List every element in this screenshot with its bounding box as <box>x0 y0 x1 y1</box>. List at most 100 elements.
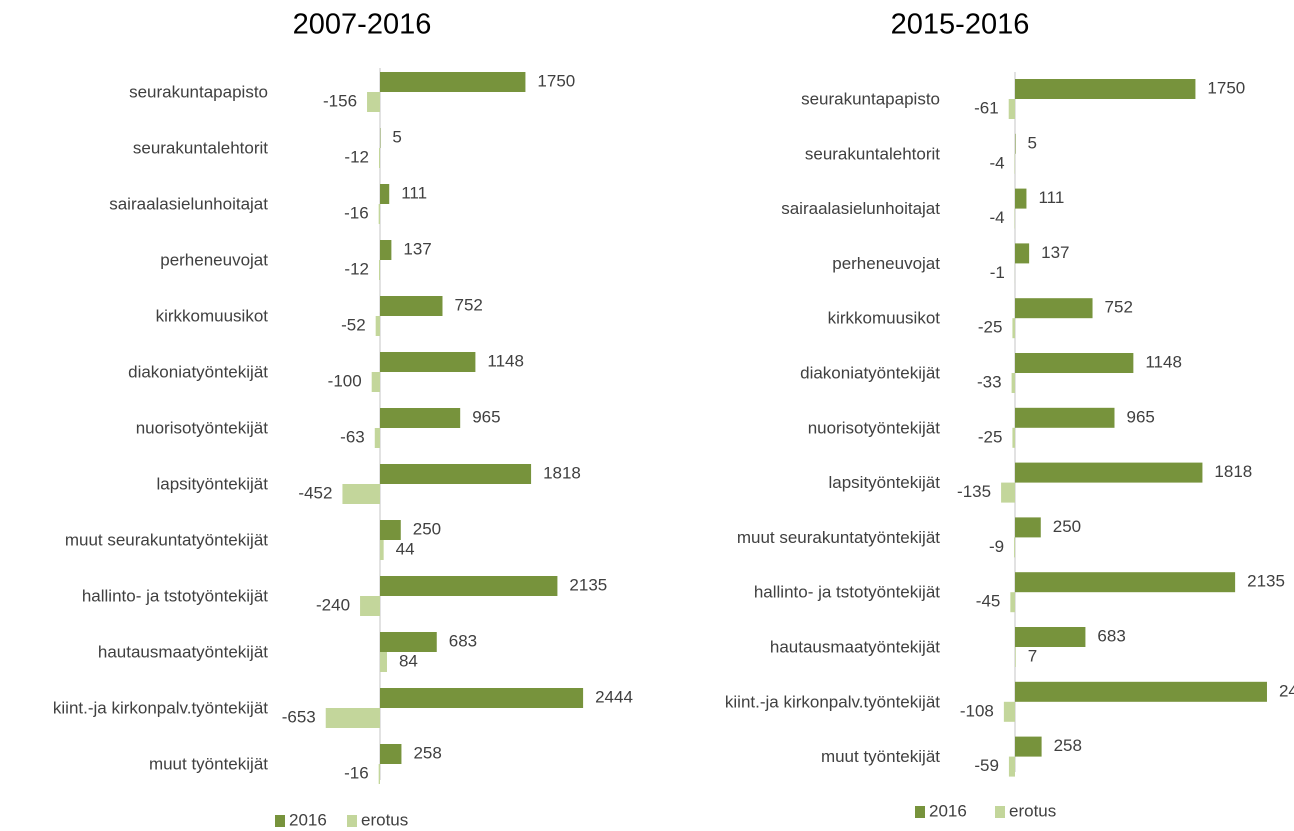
legend-swatch <box>275 815 285 827</box>
category-label: sairaalasielunhoitajat <box>109 194 268 213</box>
category-label: nuorisotyöntekijät <box>136 418 269 437</box>
category-label: lapsityöntekijät <box>828 473 940 492</box>
value-label: -63 <box>340 427 365 446</box>
bar <box>380 652 387 672</box>
value-label: -25 <box>978 427 1003 446</box>
value-label: 683 <box>449 631 477 650</box>
bar <box>380 352 476 372</box>
bar <box>1003 701 1015 722</box>
category-label: kirkkomuusikot <box>828 309 941 328</box>
bar <box>379 148 380 168</box>
bar <box>380 184 390 204</box>
bar <box>380 408 461 428</box>
value-label: 1148 <box>487 351 524 370</box>
category-label: kiint.-ja kirkonpalv.työntekijät <box>53 698 268 717</box>
bar <box>1015 647 1016 667</box>
bar <box>379 260 380 280</box>
bar <box>1015 133 1016 154</box>
bar <box>1015 407 1115 428</box>
value-label: 137 <box>1041 243 1069 262</box>
value-label: 5 <box>1028 133 1037 152</box>
value-label: 1750 <box>537 71 575 90</box>
value-label: 250 <box>413 519 441 538</box>
value-label: -452 <box>298 483 332 502</box>
legend-label: erotus <box>361 810 408 829</box>
value-label: -108 <box>960 701 994 720</box>
value-label: 965 <box>1126 407 1154 426</box>
bar <box>380 520 401 540</box>
bar <box>1010 592 1015 613</box>
legend-label: 2016 <box>929 801 967 820</box>
value-label: -16 <box>344 763 369 782</box>
bar <box>378 204 380 224</box>
bar <box>380 464 532 484</box>
category-label: diakoniatyöntekijät <box>800 363 940 382</box>
value-label: 7 <box>1028 646 1037 665</box>
value-label: 258 <box>1054 736 1082 755</box>
value-label: 683 <box>1097 626 1125 645</box>
category-label: perheneuvojat <box>160 250 268 269</box>
legend-label: erotus <box>1009 801 1056 820</box>
value-label: -156 <box>323 91 357 110</box>
category-label: seurakuntapapisto <box>129 82 268 101</box>
bar <box>367 92 380 112</box>
bar <box>380 240 392 260</box>
bar <box>1015 572 1236 593</box>
value-label: -33 <box>977 372 1002 391</box>
value-label: 2135 <box>569 575 607 594</box>
legend-swatch <box>347 815 357 827</box>
value-label: -61 <box>974 98 999 117</box>
value-label: -16 <box>344 203 369 222</box>
category-label: hallinto- ja tstotyöntekijät <box>754 583 940 602</box>
category-label: perheneuvojat <box>832 254 940 273</box>
bar <box>375 316 380 336</box>
value-label: 44 <box>396 539 415 558</box>
value-label: -12 <box>344 147 369 166</box>
value-label: 2135 <box>1247 572 1285 591</box>
value-label: 1148 <box>1145 352 1182 371</box>
bar <box>378 764 380 784</box>
value-label: 84 <box>399 651 418 670</box>
value-label: -9 <box>989 537 1004 556</box>
category-label: lapsityöntekijät <box>156 474 268 493</box>
value-label: 5 <box>392 127 401 146</box>
category-label: kirkkomuusikot <box>156 306 269 325</box>
bar <box>380 576 558 596</box>
category-label: seurakuntalehtorit <box>805 144 940 163</box>
value-label: -12 <box>344 259 369 278</box>
bar <box>1008 756 1015 777</box>
bar <box>1015 298 1093 319</box>
category-label: muut työntekijät <box>821 747 940 766</box>
chart-title: 2007-2016 <box>293 9 432 41</box>
value-label: -135 <box>957 482 991 501</box>
bar <box>1015 188 1027 209</box>
value-label: 752 <box>454 295 482 314</box>
bar <box>380 632 437 652</box>
bar <box>380 296 443 316</box>
value-label: 965 <box>472 407 500 426</box>
bar <box>380 540 384 560</box>
value-label: 2444 <box>595 687 633 706</box>
legend-swatch <box>915 806 925 818</box>
category-label: sairaalasielunhoitajat <box>781 199 940 218</box>
value-label: -52 <box>341 315 366 334</box>
bar <box>380 72 526 92</box>
category-label: hallinto- ja tstotyöntekijät <box>82 586 268 605</box>
bar <box>1014 537 1015 558</box>
bar <box>374 428 380 448</box>
value-label: -59 <box>974 756 999 775</box>
category-label: muut työntekijät <box>149 754 268 773</box>
bar <box>360 596 380 616</box>
bar <box>325 708 380 728</box>
category-label: seurakuntapapisto <box>801 89 940 108</box>
category-label: muut seurakuntatyöntekijät <box>737 528 940 547</box>
bar <box>380 688 584 708</box>
value-label: 1818 <box>1214 462 1252 481</box>
bar <box>1001 482 1015 503</box>
value-label: -100 <box>328 371 362 390</box>
bar <box>380 744 402 764</box>
value-label: -25 <box>978 318 1003 337</box>
category-label: kiint.-ja kirkonpalv.työntekijät <box>725 692 940 711</box>
category-label: diakoniatyöntekijät <box>128 362 268 381</box>
